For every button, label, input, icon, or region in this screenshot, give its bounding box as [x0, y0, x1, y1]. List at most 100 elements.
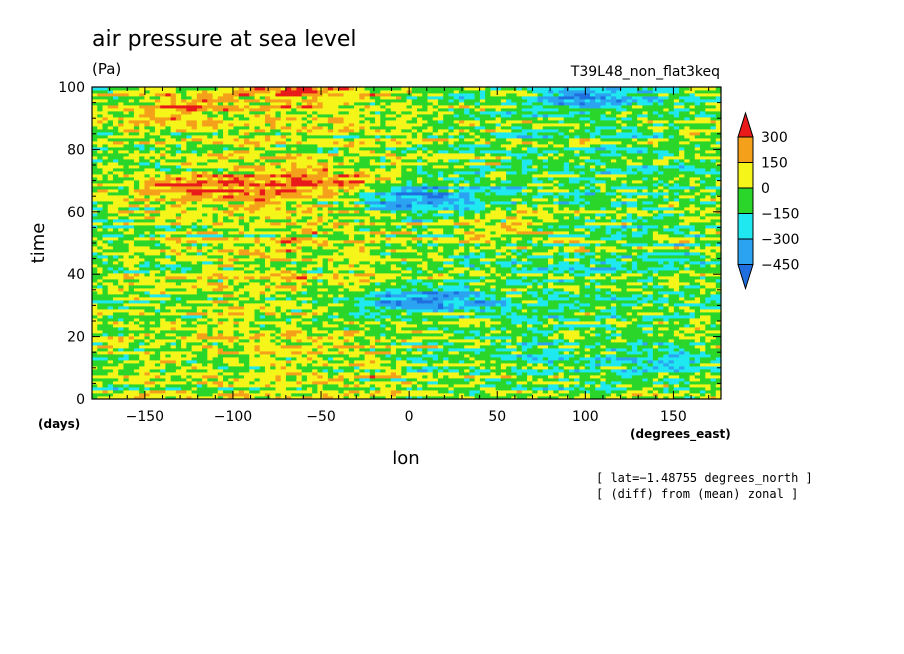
heatmap-cell	[453, 285, 460, 289]
heatmap-cell	[532, 279, 539, 283]
heatmap-cell	[133, 369, 140, 373]
heatmap-cell	[516, 309, 523, 313]
heatmap-cell	[705, 330, 712, 334]
heatmap-cell	[128, 396, 135, 399]
heatmap-cell	[548, 342, 554, 346]
heatmap-cell	[605, 282, 612, 286]
heatmap-cell	[244, 357, 250, 361]
heatmap-cell	[259, 291, 266, 295]
heatmap-cell	[553, 396, 560, 399]
heatmap-cell	[694, 282, 701, 286]
heatmap-cell	[196, 393, 203, 397]
heatmap-cell	[401, 360, 408, 364]
heatmap-cell	[217, 369, 224, 373]
heatmap-cell	[506, 291, 512, 295]
heatmap-cell	[668, 333, 675, 337]
heatmap-cell	[175, 273, 182, 277]
heatmap-cell	[579, 330, 586, 334]
heatmap-cell	[464, 333, 470, 337]
heatmap-cell	[574, 285, 581, 289]
heatmap-cell	[527, 303, 533, 307]
heatmap-cell	[448, 357, 455, 361]
heatmap-cell	[443, 276, 450, 280]
heatmap-cell	[416, 312, 423, 316]
heatmap-cell	[427, 348, 434, 352]
heatmap-cell	[406, 348, 413, 352]
heatmap-cell	[264, 381, 271, 385]
heatmap-cell	[610, 345, 617, 349]
heatmap-cell	[500, 297, 507, 301]
heatmap-cell	[191, 318, 198, 322]
heatmap-cell	[175, 357, 182, 361]
heatmap-cell	[369, 288, 376, 292]
heatmap-cell	[427, 294, 434, 298]
heatmap-cell	[416, 342, 423, 346]
heatmap-cell	[437, 291, 444, 295]
heatmap-cell	[202, 387, 208, 391]
heatmap-cell	[605, 276, 612, 280]
heatmap-cell	[469, 384, 476, 388]
heatmap-cell	[154, 342, 161, 346]
heatmap-cell	[149, 396, 156, 399]
heatmap-cell	[348, 348, 355, 352]
heatmap-cell	[223, 348, 229, 352]
heatmap-cell	[668, 396, 675, 399]
heatmap-cell	[118, 336, 125, 340]
heatmap-cell	[406, 297, 413, 301]
heatmap-cell	[642, 372, 649, 376]
heatmap-cell	[626, 327, 633, 331]
heatmap-cell	[338, 372, 345, 376]
heatmap-cell	[207, 312, 214, 316]
heatmap-cell	[228, 381, 235, 385]
heatmap-cell	[249, 378, 256, 382]
heatmap-cell	[228, 336, 235, 340]
heatmap-cell	[396, 276, 402, 280]
heatmap-cell	[432, 306, 439, 310]
heatmap-cell	[642, 339, 649, 343]
heatmap-cell	[186, 327, 193, 331]
heatmap-cell	[490, 300, 497, 304]
heatmap-cell	[369, 348, 376, 352]
heatmap-cell	[584, 357, 591, 361]
heatmap-cell	[652, 300, 659, 304]
heatmap-cell	[118, 315, 125, 319]
heatmap-cell	[464, 387, 470, 391]
heatmap-cell	[128, 321, 135, 325]
heatmap-cell	[97, 387, 104, 391]
heatmap-cell	[542, 297, 549, 301]
heatmap-cell	[563, 396, 570, 399]
heatmap-cell	[196, 372, 203, 376]
heatmap-cell	[118, 330, 125, 334]
heatmap-cell	[306, 378, 313, 382]
heatmap-cell	[396, 360, 402, 364]
heatmap-cell	[343, 282, 350, 286]
heatmap-cell	[548, 369, 554, 373]
heatmap-cell	[589, 288, 596, 292]
heatmap-cell	[605, 375, 612, 379]
heatmap-cell	[710, 381, 717, 385]
heatmap-cell	[616, 357, 623, 361]
heatmap-cell	[144, 339, 151, 343]
heatmap-cell	[679, 318, 685, 322]
heatmap-cell	[427, 369, 434, 373]
heatmap-cell	[605, 285, 612, 289]
heatmap-cell	[595, 366, 602, 370]
heatmap-cell	[165, 345, 172, 349]
heatmap-cell	[280, 321, 287, 325]
heatmap-cell	[511, 396, 518, 399]
heatmap-cell	[700, 384, 706, 388]
heatmap-cell	[705, 306, 712, 310]
heatmap-cell	[642, 384, 649, 388]
heatmap-cell	[186, 318, 193, 322]
heatmap-cell	[359, 393, 366, 397]
heatmap-cell	[207, 378, 214, 382]
heatmap-cell	[228, 312, 235, 316]
heatmap-cell	[432, 393, 439, 397]
heatmap-cell	[375, 330, 381, 334]
heatmap-cell	[427, 321, 434, 325]
heatmap-cell	[212, 393, 219, 397]
heatmap-cell	[700, 348, 706, 352]
heatmap-cell	[364, 387, 371, 391]
heatmap-cell	[154, 339, 161, 343]
heatmap-cell	[191, 372, 198, 376]
